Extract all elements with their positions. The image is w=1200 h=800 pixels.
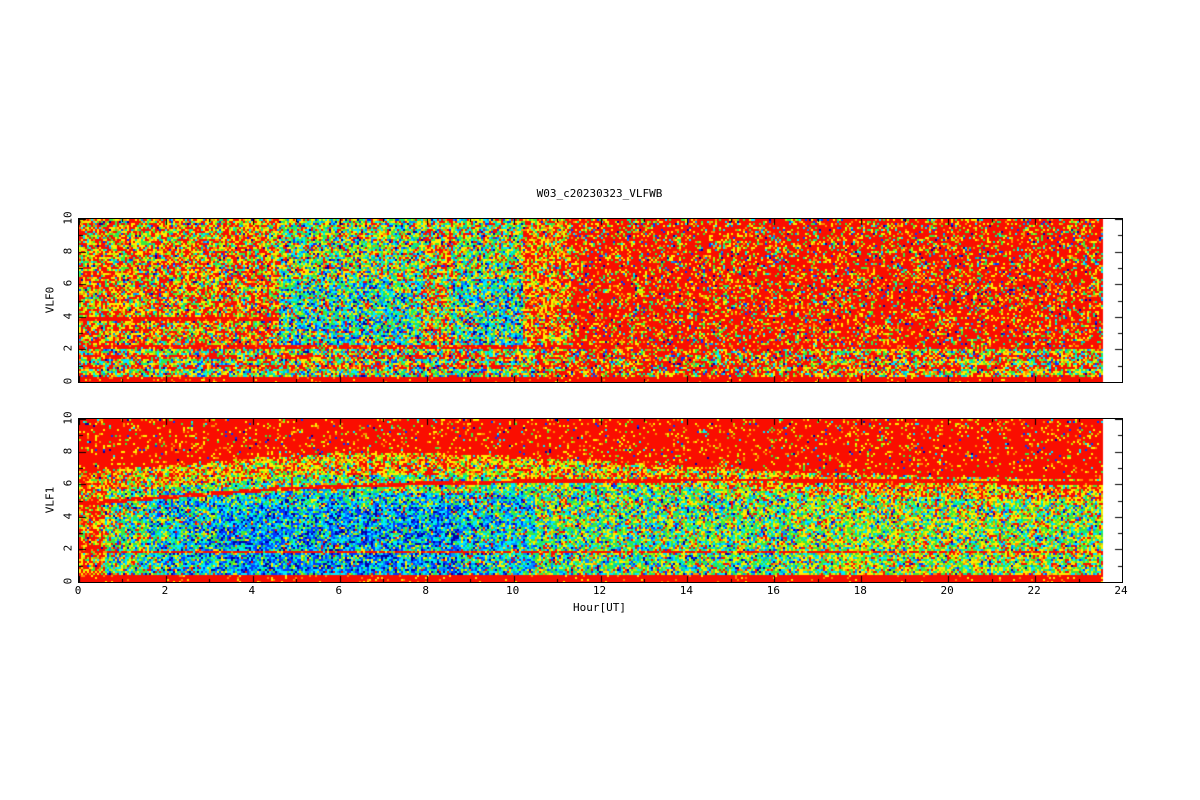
plot-title: W03_c20230323_VLFWB <box>536 187 663 200</box>
x-tick-label-16: 16 <box>766 584 780 597</box>
spectrogram-image-vlf1 <box>79 419 1122 582</box>
y-tick-label-vlf1-8: 8 <box>61 447 75 454</box>
y-tick-label-vlf0-2: 2 <box>61 345 75 352</box>
x-tick-label-6: 6 <box>335 584 343 597</box>
y-tick-label-vlf1-6: 6 <box>61 479 75 487</box>
y-tick-label-vlf0-0: 0 <box>61 377 75 385</box>
x-tick-label-10: 10 <box>505 584 520 597</box>
y-axis-label-vlf1: VLF1 <box>43 486 57 513</box>
x-tick-label-12: 12 <box>592 584 607 597</box>
y-tick-label-vlf0-4: 4 <box>61 312 75 320</box>
y-tick-label-vlf1-2: 2 <box>61 545 75 552</box>
y-tick-label-vlf1-0: 0 <box>61 577 75 585</box>
x-tick-label-14: 14 <box>679 584 694 597</box>
x-tick-label-8: 8 <box>422 584 429 597</box>
x-tick-label-24: 24 <box>1114 584 1128 597</box>
spectrogram-panel-vlf1 <box>78 418 1123 583</box>
y-axis-label-vlf0: VLF0 <box>43 286 57 313</box>
y-tick-label-vlf0-8: 8 <box>61 247 75 254</box>
y-tick-label-vlf0-6: 6 <box>61 279 75 287</box>
y-tick-label-vlf1-4: 4 <box>61 512 75 520</box>
x-tick-label-4: 4 <box>248 584 256 597</box>
y-tick-label-vlf0-10: 10 <box>61 211 75 225</box>
x-tick-label-18: 18 <box>853 584 867 597</box>
spectrogram-panel-vlf0 <box>78 218 1123 383</box>
x-tick-label-0: 0 <box>74 584 82 597</box>
spectrogram-image-vlf0 <box>79 219 1122 382</box>
x-tick-label-2: 2 <box>161 584 169 597</box>
x-tick-label-22: 22 <box>1027 584 1041 597</box>
x-axis-label: Hour[UT] <box>573 601 626 614</box>
x-tick-label-20: 20 <box>940 584 954 597</box>
y-tick-label-vlf1-10: 10 <box>61 411 75 425</box>
